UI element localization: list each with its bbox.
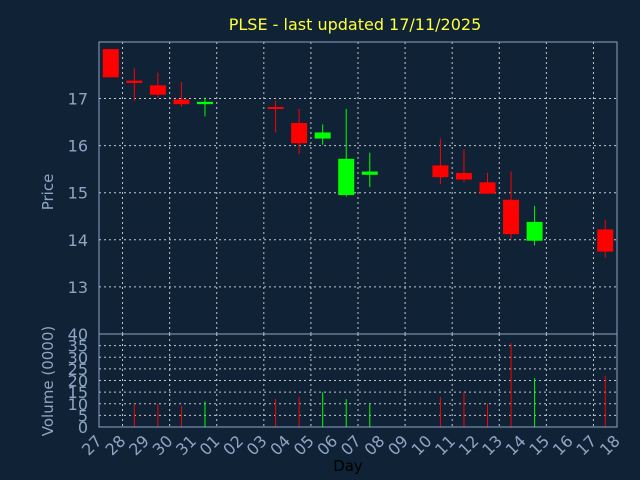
candle — [526, 205, 543, 246]
candle-body — [126, 80, 143, 83]
candle — [196, 97, 213, 117]
price-tick-label: 14 — [68, 231, 88, 250]
candle-body — [173, 99, 190, 105]
price-grid — [99, 42, 617, 334]
candle-series — [102, 49, 614, 258]
candle-body — [526, 221, 543, 241]
candle — [361, 152, 378, 188]
price-tick-label: 13 — [68, 278, 88, 297]
candle — [503, 171, 520, 239]
candle — [314, 124, 331, 145]
x-tick-labels: 2728293031010203040506070809101112131415… — [78, 431, 624, 459]
candle-body — [479, 182, 496, 194]
candle-body — [455, 172, 472, 180]
volume-tick-label: 15 — [68, 383, 88, 402]
volume-tick-label: 25 — [68, 360, 88, 379]
volume-bar-series — [133, 343, 606, 427]
price-axis-label: Price — [39, 174, 57, 211]
candle — [126, 67, 143, 101]
volume-axis-label: Volume (0000) — [39, 326, 57, 436]
x-axis-label: Day — [333, 457, 363, 475]
candle — [455, 149, 472, 183]
price-tick-labels: 13 14 15 16 17 — [68, 90, 88, 297]
candle — [173, 82, 190, 107]
price-tick-label: 15 — [68, 184, 88, 203]
candle — [479, 172, 496, 194]
candle-body — [597, 229, 614, 252]
candle-body — [503, 199, 520, 235]
volume-tick-label: 35 — [68, 337, 88, 356]
price-tick-label: 16 — [68, 137, 88, 156]
volume-tick-label: 30 — [68, 348, 88, 367]
volume-tick-label: 0 — [78, 418, 88, 437]
volume-tick-label: 20 — [68, 372, 88, 391]
candle — [597, 220, 614, 258]
candle-body — [314, 132, 331, 139]
candle-body — [102, 49, 119, 78]
candle — [432, 138, 449, 185]
candle — [102, 49, 119, 78]
candle-body — [432, 165, 449, 178]
candle-body — [291, 123, 308, 144]
candle — [267, 100, 284, 133]
volume-grid — [99, 334, 617, 427]
volume-tick-label: 5 — [78, 406, 88, 425]
volume-plot-frame — [98, 333, 618, 428]
volume-tick-label: 40 — [68, 325, 88, 344]
candle-body — [267, 106, 284, 109]
candle-body — [338, 158, 355, 196]
candle-body — [149, 85, 166, 95]
candle — [149, 72, 166, 98]
chart-title: PLSE - last updated 17/11/2025 — [229, 15, 482, 34]
candle — [338, 108, 355, 197]
volume-tick-label: 10 — [68, 395, 88, 414]
price-tick-label: 17 — [68, 90, 88, 109]
candle — [291, 108, 308, 155]
price-panel: 13 14 15 16 17 — [68, 41, 618, 335]
candle-body — [196, 101, 213, 105]
candle-body — [361, 171, 378, 175]
